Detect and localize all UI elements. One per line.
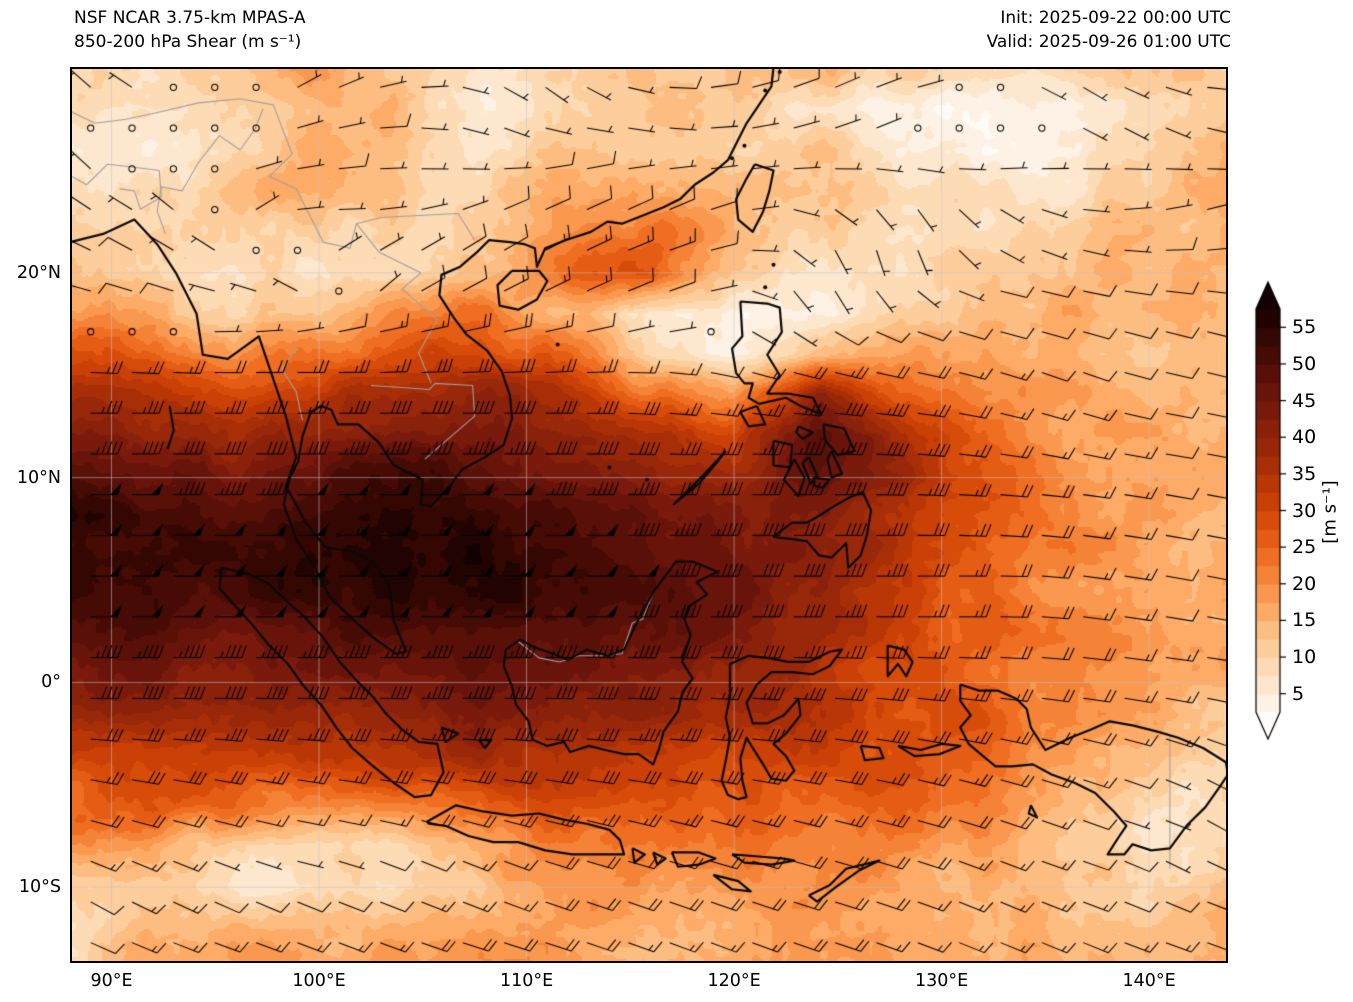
x-tick-label: 90°E bbox=[90, 971, 133, 991]
colorbar-tick-label: 15 bbox=[1292, 609, 1317, 632]
init-time-label: Init: 2025-09-22 00:00 UTC bbox=[1000, 8, 1231, 28]
map-area bbox=[70, 67, 1228, 963]
colorbar-tick-label: 20 bbox=[1292, 572, 1317, 595]
colorbar-tick-label: 55 bbox=[1292, 316, 1317, 339]
y-tick-label: 20°N bbox=[16, 262, 61, 283]
x-tick-label: 130°E bbox=[915, 971, 969, 991]
x-tick-label: 110°E bbox=[499, 971, 554, 991]
y-tick-label: 0° bbox=[41, 672, 61, 693]
y-tick-label: 10°N bbox=[16, 467, 61, 488]
x-tick-label: 140°E bbox=[1122, 971, 1176, 991]
colorbar-tick-label: 35 bbox=[1292, 462, 1317, 485]
colorbar-tick-label: 5 bbox=[1292, 682, 1305, 705]
plot-title: NSF NCAR 3.75-km MPAS-A 850-200 hPa Shear… bbox=[74, 6, 306, 54]
map-canvas bbox=[70, 67, 1228, 963]
colorbar-unit-label: [m s⁻¹] bbox=[1319, 480, 1341, 544]
title-line-1: NSF NCAR 3.75-km MPAS-A bbox=[74, 8, 306, 28]
colorbar-tick-label: 10 bbox=[1292, 646, 1317, 669]
run-info: Init: 2025-09-22 00:00 UTC Valid: 2025-09… bbox=[987, 6, 1231, 54]
colorbar-tick-label: 40 bbox=[1292, 426, 1317, 449]
title-line-2: 850-200 hPa Shear (m s⁻¹) bbox=[74, 32, 302, 52]
colorbar-tick-label: 50 bbox=[1292, 352, 1317, 375]
x-tick-label: 100°E bbox=[292, 971, 346, 991]
colorbar-tick-label: 25 bbox=[1292, 536, 1317, 559]
colorbar-tick-label: 45 bbox=[1292, 389, 1317, 412]
x-tick-label: 120°E bbox=[707, 971, 761, 991]
colorbar bbox=[1252, 278, 1324, 748]
colorbar-tick-label: 30 bbox=[1292, 499, 1317, 522]
valid-time-label: Valid: 2025-09-26 01:00 UTC bbox=[986, 32, 1231, 52]
y-tick-label: 10°S bbox=[18, 877, 61, 898]
